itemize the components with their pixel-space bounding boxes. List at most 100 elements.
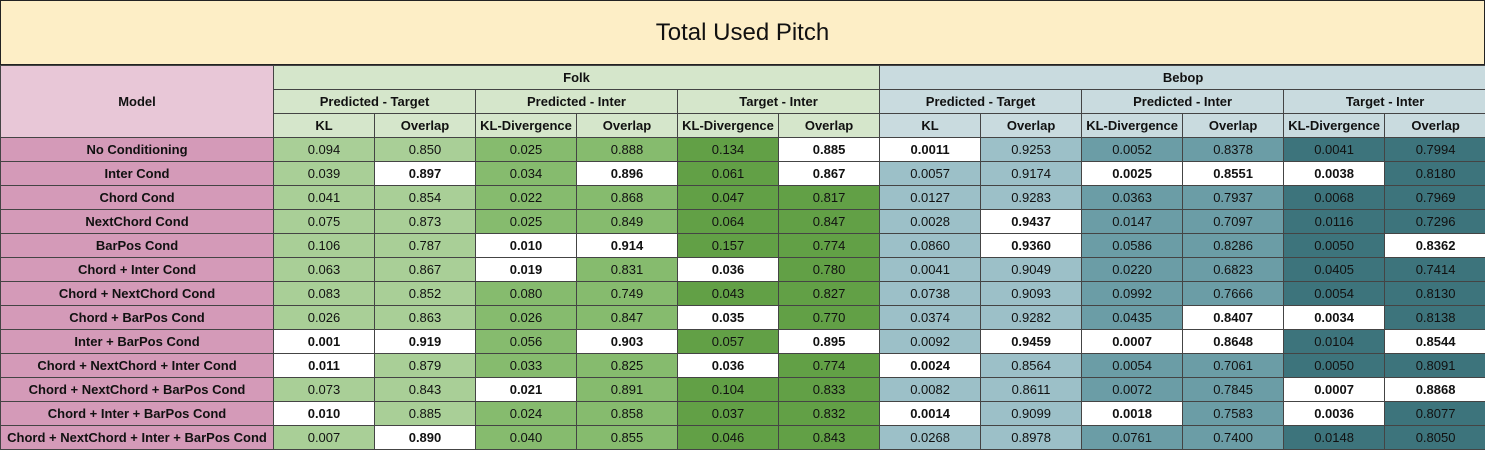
value-cell: 0.9049 — [980, 257, 1083, 282]
value-cell: 0.043 — [677, 281, 779, 306]
value-cell: 0.8407 — [1182, 305, 1285, 330]
value-cell: 0.867 — [777, 161, 881, 186]
value-cell: 0.852 — [374, 281, 476, 306]
value-cell: 0.7583 — [1182, 401, 1285, 426]
value-cell: 0.0025 — [1081, 161, 1184, 186]
value-cell: 0.7937 — [1182, 185, 1285, 210]
value-cell: 0.0586 — [1081, 233, 1184, 258]
value-cell: 0.850 — [374, 137, 476, 162]
model-name-cell: Inter Cond — [0, 161, 274, 186]
value-cell: 0.833 — [777, 377, 881, 402]
value-cell: 0.019 — [475, 257, 577, 282]
value-cell: 0.9283 — [980, 185, 1083, 210]
value-cell: 0.106 — [273, 233, 375, 258]
value-cell: 0.847 — [576, 305, 678, 330]
value-cell: 0.7400 — [1182, 425, 1285, 450]
metric-header: Overlap — [576, 113, 678, 138]
value-cell: 0.057 — [677, 329, 779, 354]
value-cell: 0.780 — [777, 257, 881, 282]
value-cell: 0.831 — [576, 257, 678, 282]
value-cell: 0.7845 — [1182, 377, 1285, 402]
value-cell: 0.0036 — [1283, 401, 1386, 426]
value-cell: 0.854 — [374, 185, 476, 210]
metric-header: Overlap — [980, 113, 1083, 138]
value-cell: 0.867 — [374, 257, 476, 282]
table-row: Inter + BarPos Cond 0.001 0.919 0.056 0.903 0… — [0, 329, 1485, 354]
value-cell: 0.919 — [374, 329, 476, 354]
value-cell: 0.0014 — [879, 401, 982, 426]
model-name-cell: No Conditioning — [0, 137, 274, 162]
value-cell: 0.0038 — [1283, 161, 1386, 186]
value-cell: 0.010 — [273, 401, 375, 426]
value-cell: 0.8180 — [1384, 161, 1485, 186]
value-cell: 0.0007 — [1283, 377, 1386, 402]
value-cell: 0.8611 — [980, 377, 1083, 402]
value-cell: 0.075 — [273, 209, 375, 234]
value-cell: 0.8868 — [1384, 377, 1485, 402]
value-cell: 0.8286 — [1182, 233, 1285, 258]
value-cell: 0.8091 — [1384, 353, 1485, 378]
value-cell: 0.026 — [475, 305, 577, 330]
value-cell: 0.7969 — [1384, 185, 1485, 210]
value-cell: 0.047 — [677, 185, 779, 210]
value-cell: 0.0104 — [1283, 329, 1386, 354]
value-cell: 0.7994 — [1384, 137, 1485, 162]
value-cell: 0.863 — [374, 305, 476, 330]
value-cell: 0.063 — [273, 257, 375, 282]
value-cell: 0.039 — [273, 161, 375, 186]
value-cell: 0.885 — [374, 401, 476, 426]
value-cell: 0.0052 — [1081, 137, 1184, 162]
value-cell: 0.0050 — [1283, 233, 1386, 258]
value-cell: 0.8138 — [1384, 305, 1485, 330]
value-cell: 0.0092 — [879, 329, 982, 354]
model-name-cell: Chord + NextChord + Inter Cond — [0, 353, 274, 378]
value-cell: 0.8551 — [1182, 161, 1285, 186]
subgroup-header: Predicted - Target — [273, 89, 476, 114]
value-cell: 0.025 — [475, 137, 577, 162]
metric-header-row: KL Overlap KL-Divergence Overlap KL-Dive… — [1, 113, 1485, 138]
metric-header: Overlap — [1182, 113, 1285, 138]
model-column-header: Model — [0, 65, 274, 138]
value-cell: 0.9282 — [980, 305, 1083, 330]
value-cell: 0.040 — [475, 425, 577, 450]
value-cell: 0.061 — [677, 161, 779, 186]
value-cell: 0.903 — [576, 329, 678, 354]
model-name-cell: Chord + NextChord + BarPos Cond — [0, 377, 274, 402]
value-cell: 0.832 — [777, 401, 881, 426]
model-name-cell: Chord + BarPos Cond — [0, 305, 274, 330]
value-cell: 0.843 — [777, 425, 881, 450]
metric-header: KL-Divergence — [1283, 113, 1386, 138]
value-cell: 0.774 — [777, 353, 881, 378]
value-cell: 0.7097 — [1182, 209, 1285, 234]
value-cell: 0.025 — [475, 209, 577, 234]
value-cell: 0.0068 — [1283, 185, 1386, 210]
metric-header: KL-Divergence — [475, 113, 577, 138]
value-cell: 0.021 — [475, 377, 577, 402]
value-cell: 0.036 — [677, 353, 779, 378]
value-cell: 0.9099 — [980, 401, 1083, 426]
value-cell: 0.0220 — [1081, 257, 1184, 282]
value-cell: 0.8544 — [1384, 329, 1485, 354]
value-cell: 0.843 — [374, 377, 476, 402]
value-cell: 0.080 — [475, 281, 577, 306]
value-cell: 0.8050 — [1384, 425, 1485, 450]
value-cell: 0.041 — [273, 185, 375, 210]
value-cell: 0.083 — [273, 281, 375, 306]
value-cell: 0.879 — [374, 353, 476, 378]
value-cell: 0.855 — [576, 425, 678, 450]
results-table: Model Folk Bebop Predicted - Target Pred… — [0, 65, 1485, 450]
value-cell: 0.001 — [273, 329, 375, 354]
subgroup-header: Target - Inter — [1283, 89, 1485, 114]
model-name-cell: Chord + NextChord Cond — [0, 281, 274, 306]
value-cell: 0.026 — [273, 305, 375, 330]
value-cell: 0.6823 — [1182, 257, 1285, 282]
value-cell: 0.035 — [677, 305, 779, 330]
value-cell: 0.0147 — [1081, 209, 1184, 234]
table-row: Chord + NextChord Cond 0.083 0.852 0.080 0.7… — [0, 281, 1485, 306]
value-cell: 0.8077 — [1384, 401, 1485, 426]
value-cell: 0.0007 — [1081, 329, 1184, 354]
value-cell: 0.897 — [374, 161, 476, 186]
value-cell: 0.0054 — [1283, 281, 1386, 306]
value-cell: 0.064 — [677, 209, 779, 234]
